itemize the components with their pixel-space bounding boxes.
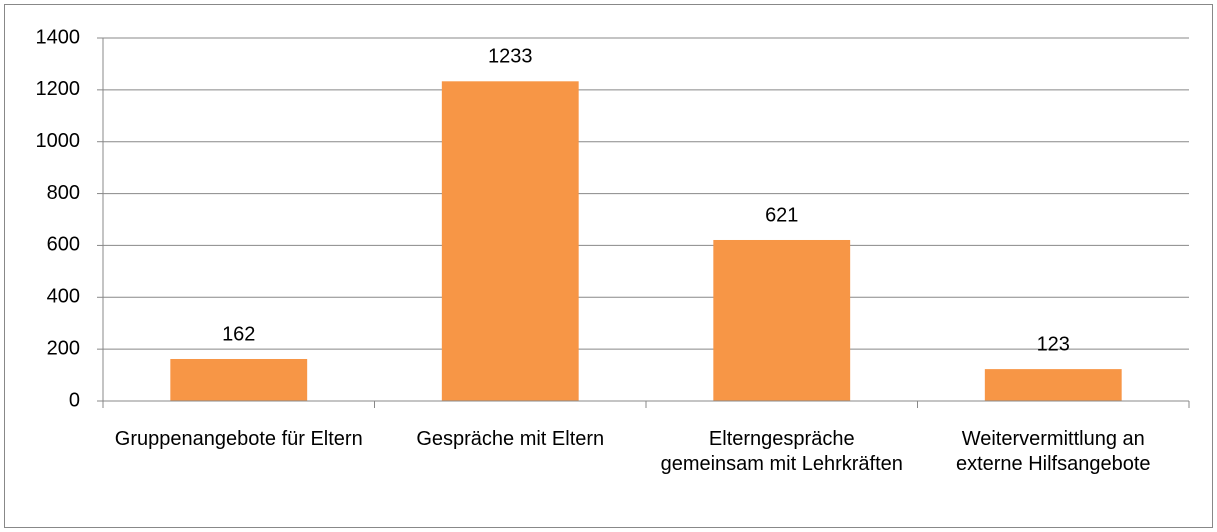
bar	[441, 81, 579, 401]
x-tick-label: Elterngespräche gemeinsam mit Lehrkräfte…	[660, 428, 903, 475]
bar	[170, 358, 308, 401]
x-tick-label: Gespräche mit Eltern	[416, 428, 605, 450]
bar	[713, 239, 851, 401]
y-tick-label: 200	[47, 337, 80, 359]
y-tick-label: 1000	[36, 130, 81, 152]
data-label: 621	[765, 204, 798, 226]
bar	[984, 369, 1122, 401]
chart-frame	[4, 4, 1213, 528]
y-tick-label: 0	[69, 389, 80, 411]
data-label: 123	[1037, 333, 1070, 355]
data-label: 1233	[488, 46, 533, 68]
y-tick-label: 600	[47, 234, 80, 256]
x-tick-label: Gruppenangebote für Eltern	[114, 428, 363, 450]
y-tick-label: 800	[47, 182, 80, 204]
y-tick-label: 1400	[36, 26, 81, 48]
y-tick-label: 1200	[36, 78, 81, 100]
data-label: 162	[222, 323, 255, 345]
y-tick-label: 400	[47, 286, 80, 308]
x-tick-label: Weitervermittlung an externe Hilfsangebo…	[955, 428, 1151, 475]
